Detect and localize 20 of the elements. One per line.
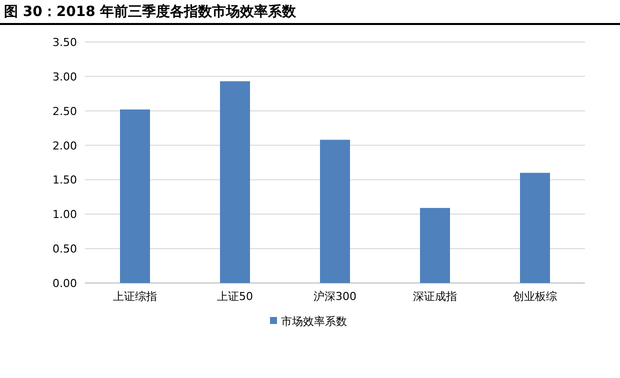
- x-tick-label: 上证50: [217, 290, 253, 303]
- bar: [420, 208, 450, 283]
- bar: [520, 172, 550, 283]
- bar: [320, 140, 350, 283]
- y-tick-label: 3.00: [52, 70, 77, 84]
- y-tick-label: 3.50: [52, 36, 77, 49]
- x-tick-label: 沪深300: [314, 290, 356, 303]
- legend-label: 市场效率系数: [281, 315, 347, 328]
- y-tick-label: 1.00: [52, 208, 77, 222]
- y-tick-label: 1.50: [52, 174, 77, 187]
- y-tick-label: 2.50: [52, 104, 77, 118]
- chart-title: 图 30：2018 年前三季度各指数市场效率系数: [4, 3, 298, 20]
- x-tick-label: 深证成指: [413, 290, 457, 303]
- y-tick-label: 2.00: [52, 139, 77, 152]
- bar: [220, 81, 250, 283]
- x-tick-label: 上证综指: [113, 290, 157, 303]
- bar: [120, 109, 150, 283]
- x-tick-label: 创业板综: [513, 290, 557, 303]
- y-tick-label: 0.50: [52, 242, 77, 256]
- y-tick-label: 0.00: [52, 277, 77, 290]
